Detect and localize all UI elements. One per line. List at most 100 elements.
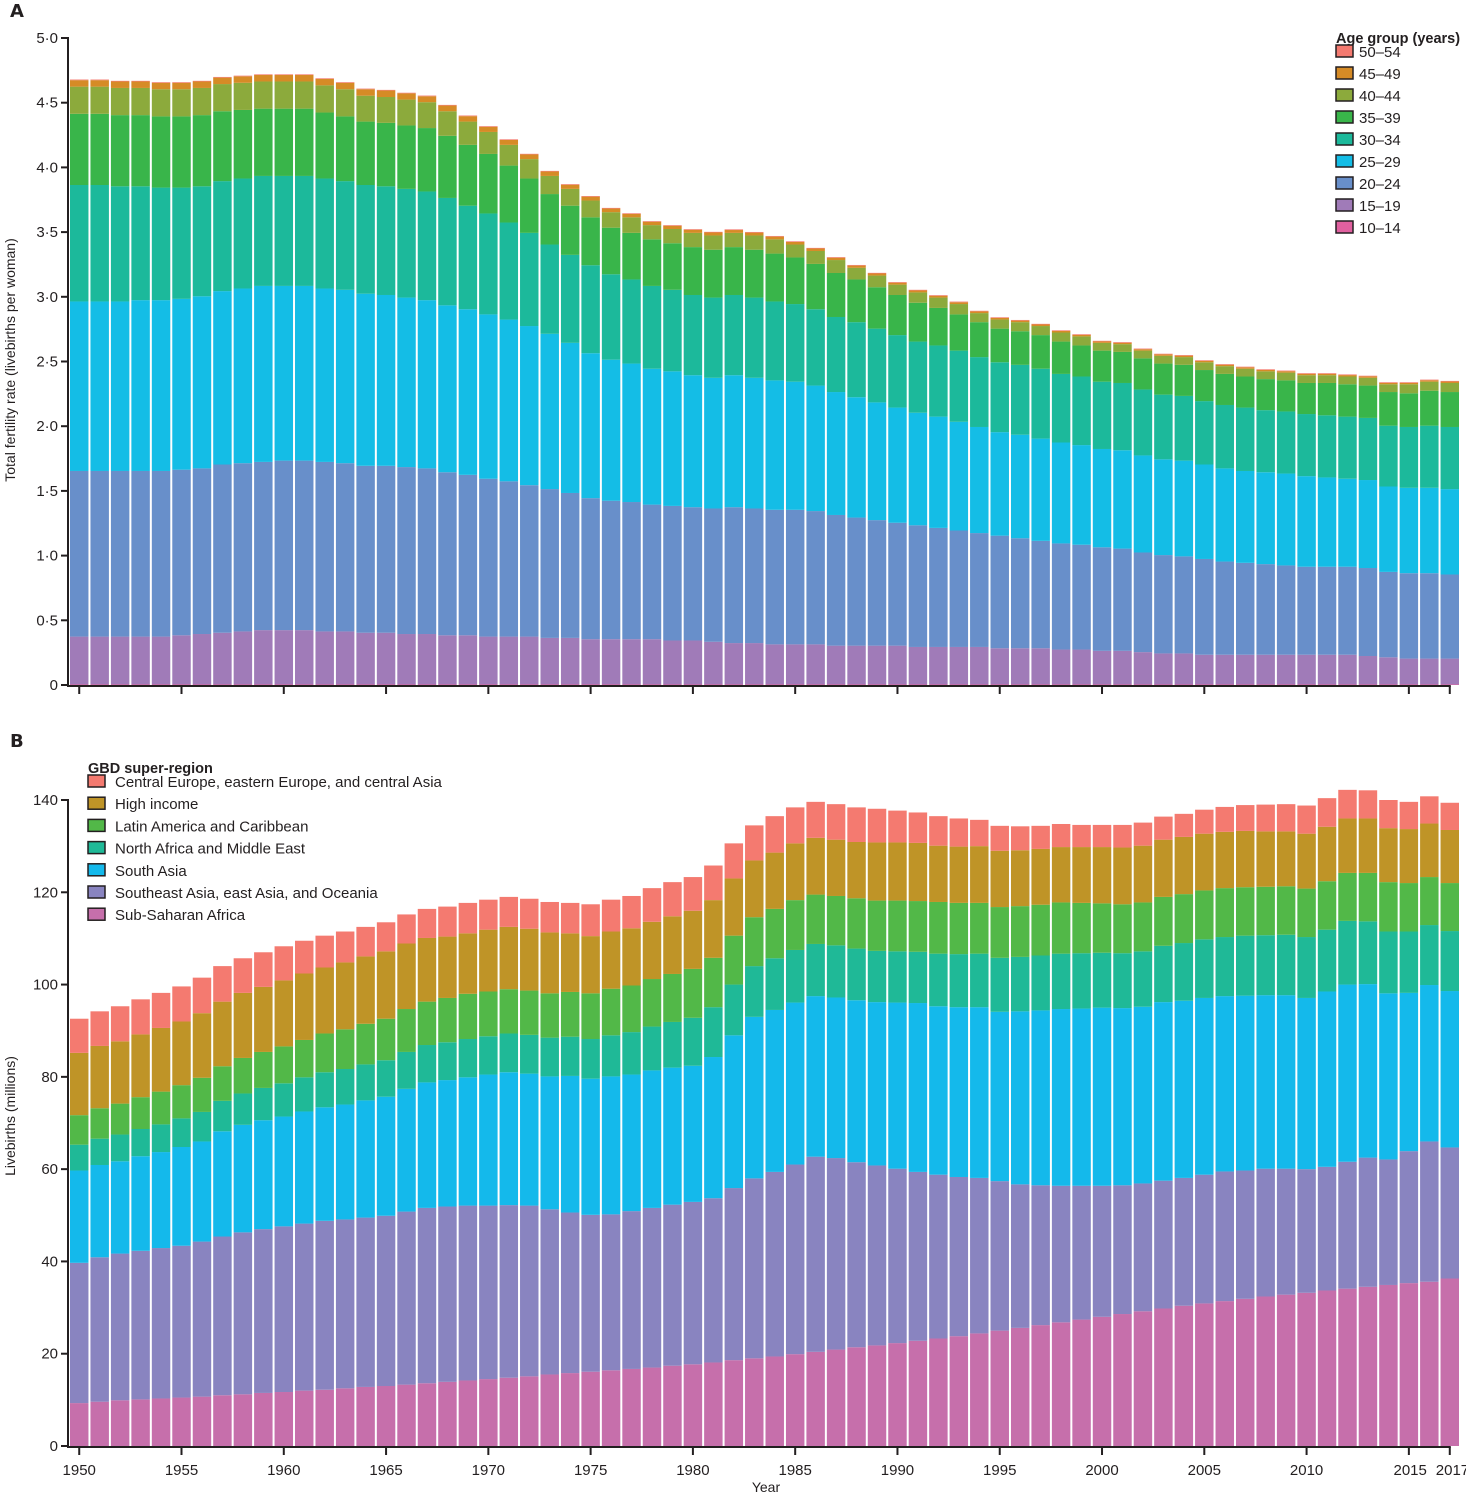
- bar-segment-50-54-2014: [1379, 382, 1398, 383]
- bar-segment-30-34-1964: [356, 185, 375, 294]
- bar-segment-30-34-1967: [417, 191, 437, 301]
- bar-segment-southeast-asia-east-asia-and-oceania-1993: [949, 1176, 969, 1337]
- bar-segment-10-14-2004: [1174, 684, 1194, 685]
- bar-segment-15-19-2009: [1276, 654, 1296, 685]
- bar-segment-10-14-1967: [417, 684, 437, 685]
- bar-segment-sub-saharan-africa-1987: [826, 1349, 846, 1446]
- bar-segment-30-34-1997: [1031, 368, 1050, 439]
- bar-stack-1953: [131, 80, 150, 685]
- bar-segment-15-19-1955: [172, 635, 191, 685]
- x-tick-label: 2010: [1290, 1462, 1323, 1479]
- bar-stack-1990: [888, 282, 907, 685]
- bar-segment-35-39-1981: [704, 249, 723, 298]
- bar-segment-high-income-1979: [663, 916, 682, 974]
- bar-segment-north-africa-and-middle-east-1959: [254, 1087, 273, 1121]
- bar-stack-1999: [1072, 334, 1091, 685]
- legend-item-10-14: 10–14: [1335, 220, 1401, 237]
- bar-segment-40-44-1999: [1072, 336, 1091, 346]
- bar-segment-north-africa-and-middle-east-1951: [90, 1138, 109, 1165]
- bar-stack-1950: [70, 1018, 89, 1446]
- bar-segment-30-34-2009: [1276, 411, 1296, 474]
- bar-segment-20-24-1951: [90, 470, 109, 637]
- bar-segment-50-54-1970: [479, 126, 498, 127]
- bar-segment-high-income-1957: [213, 1001, 232, 1067]
- bar-segment-35-39-1961: [295, 108, 314, 176]
- bar-segment-central-europe-eastern-europe-and-central-asia-1991: [908, 812, 928, 843]
- bar-segment-south-asia-1984: [765, 1009, 784, 1172]
- bar-segment-central-europe-eastern-europe-and-central-asia-1975: [581, 904, 600, 937]
- bar-segment-north-africa-and-middle-east-1976: [601, 1035, 621, 1077]
- bar-segment-sub-saharan-africa-1997: [1031, 1325, 1050, 1446]
- bar-segment-north-africa-and-middle-east-2004: [1174, 943, 1194, 1001]
- bar-segment-30-34-1980: [683, 294, 703, 376]
- bar-segment-30-34-1962: [315, 178, 334, 289]
- bar-segment-25-29-1956: [192, 296, 212, 469]
- bar-segment-45-49-2004: [1174, 355, 1194, 358]
- bar-segment-10-14-1974: [560, 684, 580, 685]
- bar-segment-20-24-2006: [1215, 561, 1234, 655]
- bar-segment-15-19-1968: [438, 635, 457, 685]
- bar-segment-north-africa-and-middle-east-1963: [335, 1069, 355, 1105]
- bar-segment-latin-america-and-caribbean-2007: [1235, 887, 1255, 936]
- bar-segment-latin-america-and-caribbean-1955: [172, 1085, 191, 1119]
- x-tick-label: 1955: [165, 1462, 198, 1479]
- bar-segment-sub-saharan-africa-1981: [704, 1362, 723, 1446]
- bar-segment-45-49-2006: [1215, 364, 1234, 367]
- bar-segment-50-54-1975: [581, 196, 600, 197]
- bar-segment-45-49-1966: [397, 93, 416, 100]
- bar-segment-sub-saharan-africa-1991: [908, 1340, 928, 1446]
- bar-segment-10-14-1950: [70, 684, 89, 685]
- bar-segment-north-africa-and-middle-east-2007: [1235, 935, 1255, 996]
- bar-segment-30-34-2012: [1338, 416, 1357, 479]
- bar-segment-45-49-1972: [520, 154, 539, 160]
- bar-segment-50-54-1954: [151, 82, 171, 83]
- bar-segment-10-14-1970: [479, 684, 498, 685]
- bar-segment-30-34-1972: [520, 232, 539, 327]
- bar-segment-40-44-1988: [847, 267, 866, 280]
- bar-segment-50-54-1951: [90, 79, 109, 81]
- bar-segment-north-africa-and-middle-east-1994: [970, 953, 989, 1008]
- bar-segment-25-29-2000: [1092, 448, 1112, 548]
- bar-segment-50-54-1968: [438, 104, 457, 106]
- bar-segment-10-14-1958: [233, 684, 253, 685]
- bar-segment-sub-saharan-africa-1964: [356, 1386, 375, 1446]
- bar-segment-15-19-1974: [560, 637, 580, 685]
- bar-stack-1965: [376, 89, 396, 685]
- bar-segment-45-49-1963: [335, 82, 355, 90]
- bar-segment-45-49-1979: [663, 225, 682, 229]
- bar-stack-1995: [990, 317, 1009, 685]
- legend-label: 40–44: [1359, 88, 1401, 105]
- bar-segment-45-49-1967: [417, 96, 437, 103]
- bar-segment-25-29-1979: [663, 371, 682, 506]
- bar-stack-1955: [172, 82, 191, 685]
- bar-segment-central-europe-eastern-europe-and-central-asia-1987: [826, 804, 846, 840]
- bar-segment-40-44-1978: [642, 225, 662, 240]
- bar-segment-45-49-2011: [1317, 373, 1337, 376]
- bar-segment-25-29-1950: [70, 301, 89, 471]
- bar-segment-south-asia-1967: [417, 1082, 437, 1208]
- bar-segment-20-24-1999: [1072, 544, 1091, 650]
- bar-segment-latin-america-and-caribbean-1960: [274, 1046, 294, 1084]
- bar-segment-45-49-1987: [826, 257, 846, 261]
- bar-segment-central-europe-eastern-europe-and-central-asia-1999: [1072, 824, 1091, 848]
- bar-segment-50-54-1971: [499, 139, 519, 140]
- bar-segment-south-asia-1972: [520, 1073, 539, 1206]
- bar-segment-central-europe-eastern-europe-and-central-asia-1996: [1010, 826, 1030, 851]
- bar-segment-southeast-asia-east-asia-and-oceania-1957: [213, 1236, 232, 1396]
- bar-segment-15-19-1980: [683, 640, 703, 685]
- bar-segment-sub-saharan-africa-1975: [581, 1371, 600, 1446]
- bar-segment-35-39-1951: [90, 113, 109, 185]
- bar-segment-25-29-1955: [172, 298, 191, 470]
- bar-segment-high-income-1959: [254, 986, 273, 1052]
- bar-segment-50-54-1991: [908, 289, 928, 291]
- bar-segment-north-africa-and-middle-east-1979: [663, 1021, 682, 1068]
- bar-segment-40-44-2011: [1317, 375, 1337, 383]
- bar-segment-15-19-1983: [745, 643, 764, 685]
- bar-segment-south-asia-1962: [315, 1107, 334, 1221]
- bar-stack-1993: [949, 818, 969, 1446]
- bar-segment-sub-saharan-africa-2004: [1174, 1305, 1194, 1446]
- bar-segment-40-44-1995: [990, 319, 1009, 329]
- bar-segment-30-34-1959: [254, 175, 273, 286]
- bar-segment-north-africa-and-middle-east-1982: [724, 984, 744, 1036]
- bar-segment-15-19-1979: [663, 640, 682, 685]
